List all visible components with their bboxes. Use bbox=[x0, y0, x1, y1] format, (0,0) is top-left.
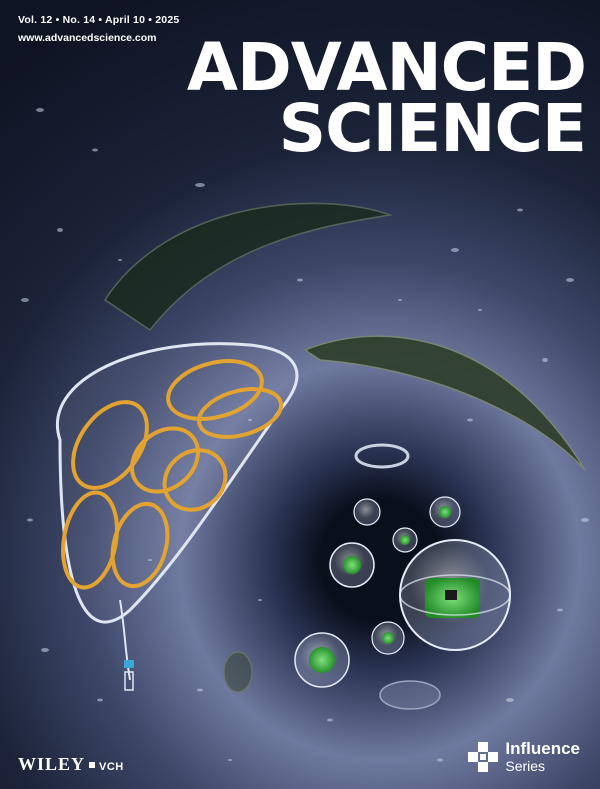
coil-clip bbox=[124, 671, 134, 691]
floating-ring bbox=[354, 443, 410, 469]
website-url[interactable]: www.advancedscience.com bbox=[18, 32, 157, 44]
series-title: Influence bbox=[505, 739, 580, 758]
masthead-line-1: ADVANCED bbox=[186, 29, 587, 106]
journal-masthead: ADVANCED SCIENCE bbox=[186, 29, 587, 167]
coil-device bbox=[56, 342, 299, 691]
water-droplets bbox=[21, 108, 589, 762]
series-text: Influence Series bbox=[505, 740, 580, 773]
influence-series-badge: Influence Series bbox=[467, 740, 580, 773]
cross-blocks-icon bbox=[468, 741, 499, 772]
coil-connector bbox=[124, 660, 134, 668]
sensor-capsules bbox=[223, 496, 511, 710]
curved-circuit-band bbox=[303, 335, 586, 471]
publisher-name: WILEY bbox=[18, 754, 86, 774]
publisher-dot-icon bbox=[89, 762, 96, 769]
coil-loops bbox=[61, 359, 283, 590]
publisher-logo: WILEY VCH bbox=[18, 754, 124, 775]
dark-arc-shape bbox=[103, 202, 393, 332]
issue-line: Vol. 12 • No. 14 • April 10 • 2025 bbox=[18, 14, 180, 26]
publisher-sub: VCH bbox=[99, 761, 124, 773]
masthead-line-2: SCIENCE bbox=[278, 89, 587, 167]
series-subtitle: Series bbox=[505, 758, 546, 774]
